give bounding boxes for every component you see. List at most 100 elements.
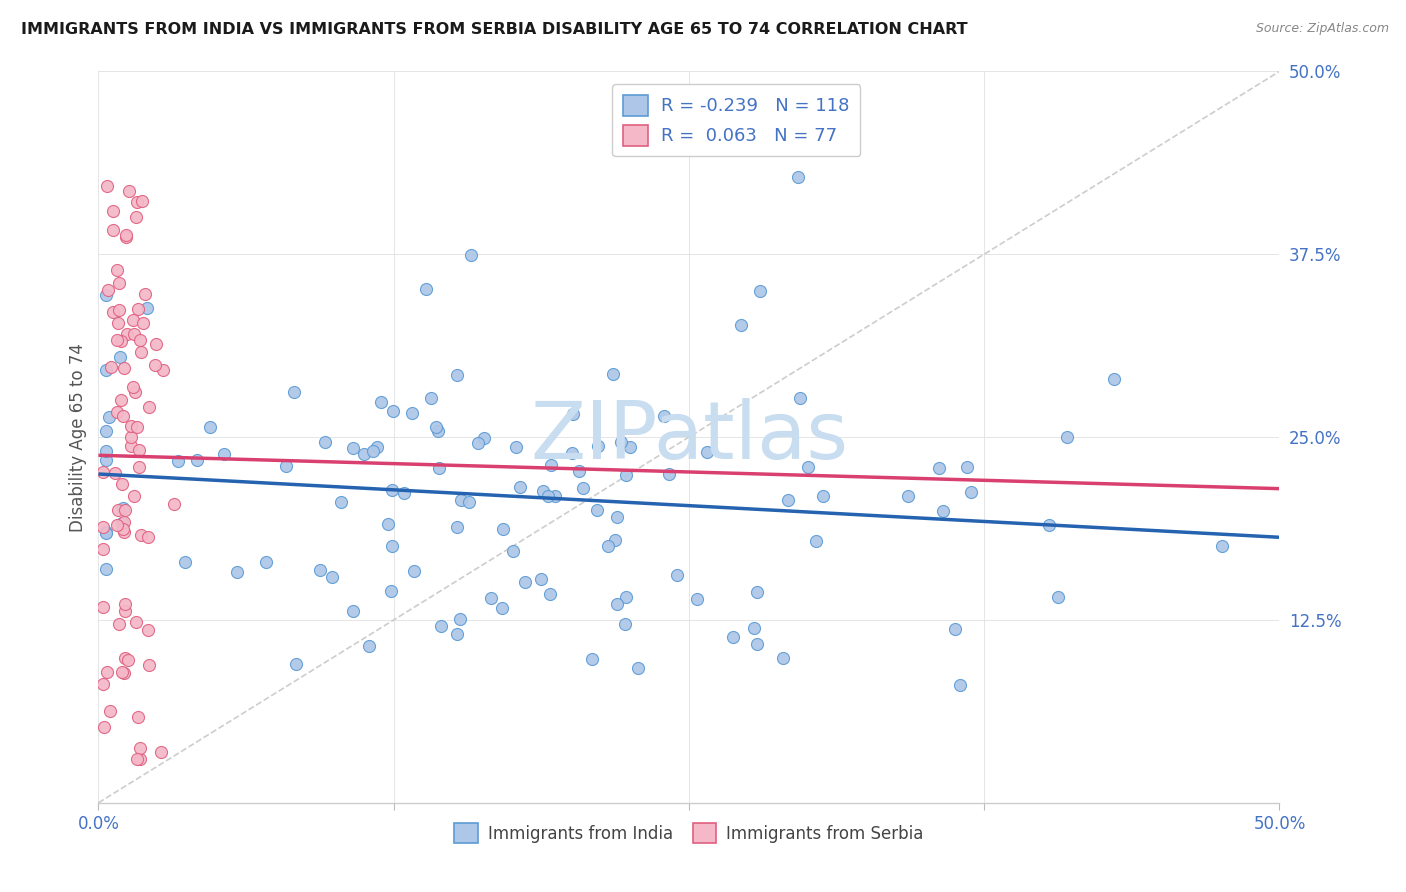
Point [96, 178, 118, 193]
Point [610, 435, 633, 450]
Point [112, 500, 135, 515]
Point [366, 440, 388, 454]
Point [112, 516, 135, 530]
Point [112, 360, 135, 375]
Point [103, 305, 125, 319]
Point [173, 555, 195, 569]
Y-axis label: Disability Age 65 to 74: Disability Age 65 to 74 [69, 343, 87, 532]
Point [530, 572, 553, 586]
Point [370, 394, 392, 409]
Point [745, 584, 768, 599]
Point [115, 327, 138, 342]
Point [789, 391, 811, 405]
Point [419, 391, 441, 405]
Point [606, 509, 628, 524]
Point [97, 283, 120, 297]
Legend: Immigrants from India, Immigrants from Serbia: Immigrants from India, Immigrants from S… [447, 817, 931, 849]
Point [492, 522, 515, 536]
Point [107, 503, 129, 517]
Point [225, 565, 247, 579]
Point [111, 477, 134, 491]
Point [509, 480, 531, 494]
Point [460, 248, 482, 262]
Point [572, 481, 595, 495]
Point [108, 350, 131, 364]
Point [353, 447, 375, 461]
Point [127, 752, 149, 766]
Point [134, 287, 156, 301]
Point [721, 630, 744, 644]
Point [105, 333, 128, 347]
Point [111, 522, 134, 536]
Point [93, 720, 115, 734]
Point [129, 740, 152, 755]
Point [1102, 371, 1125, 385]
Point [101, 223, 124, 237]
Text: Source: ZipAtlas.com: Source: ZipAtlas.com [1256, 22, 1389, 36]
Point [105, 262, 128, 277]
Point [111, 516, 134, 530]
Point [531, 483, 554, 498]
Point [427, 460, 450, 475]
Point [120, 430, 142, 444]
Point [415, 282, 437, 296]
Point [129, 345, 152, 359]
Point [114, 650, 136, 665]
Point [105, 518, 128, 533]
Point [1047, 590, 1070, 604]
Point [772, 651, 794, 665]
Point [614, 590, 637, 604]
Point [125, 210, 148, 224]
Point [128, 460, 150, 475]
Point [118, 185, 141, 199]
Point [748, 284, 770, 298]
Point [585, 503, 607, 517]
Point [94, 443, 117, 458]
Point [283, 384, 305, 399]
Point [308, 563, 330, 577]
Point [363, 443, 385, 458]
Point [114, 230, 136, 244]
Point [479, 591, 502, 605]
Point [127, 710, 149, 724]
Point [212, 447, 235, 461]
Point [1038, 517, 1060, 532]
Point [138, 657, 160, 672]
Point [94, 525, 117, 540]
Point [458, 494, 481, 508]
Point [138, 401, 160, 415]
Point [120, 439, 142, 453]
Point [94, 562, 117, 576]
Point [136, 301, 159, 315]
Point [540, 458, 562, 472]
Point [108, 617, 131, 632]
Point [163, 497, 186, 511]
Point [198, 420, 221, 434]
Point [696, 445, 718, 459]
Point [97, 409, 120, 424]
Point [122, 380, 145, 394]
Point [613, 616, 636, 631]
Point [619, 440, 641, 454]
Point [314, 434, 336, 449]
Point [427, 424, 450, 438]
Text: IMMIGRANTS FROM INDIA VS IMMIGRANTS FROM SERBIA DISABILITY AGE 65 TO 74 CORRELAT: IMMIGRANTS FROM INDIA VS IMMIGRANTS FROM… [21, 22, 967, 37]
Point [94, 424, 117, 438]
Point [145, 337, 167, 351]
Point [125, 615, 148, 629]
Point [112, 666, 135, 681]
Point [666, 567, 689, 582]
Point [114, 503, 136, 517]
Point [382, 404, 405, 418]
Text: ZIPatlas: ZIPatlas [530, 398, 848, 476]
Point [605, 533, 627, 548]
Point [960, 484, 983, 499]
Point [94, 362, 117, 376]
Point [627, 661, 650, 675]
Point [91, 541, 114, 556]
Point [107, 276, 129, 290]
Point [787, 169, 810, 184]
Point [654, 409, 676, 423]
Point [136, 530, 159, 544]
Point [804, 533, 827, 548]
